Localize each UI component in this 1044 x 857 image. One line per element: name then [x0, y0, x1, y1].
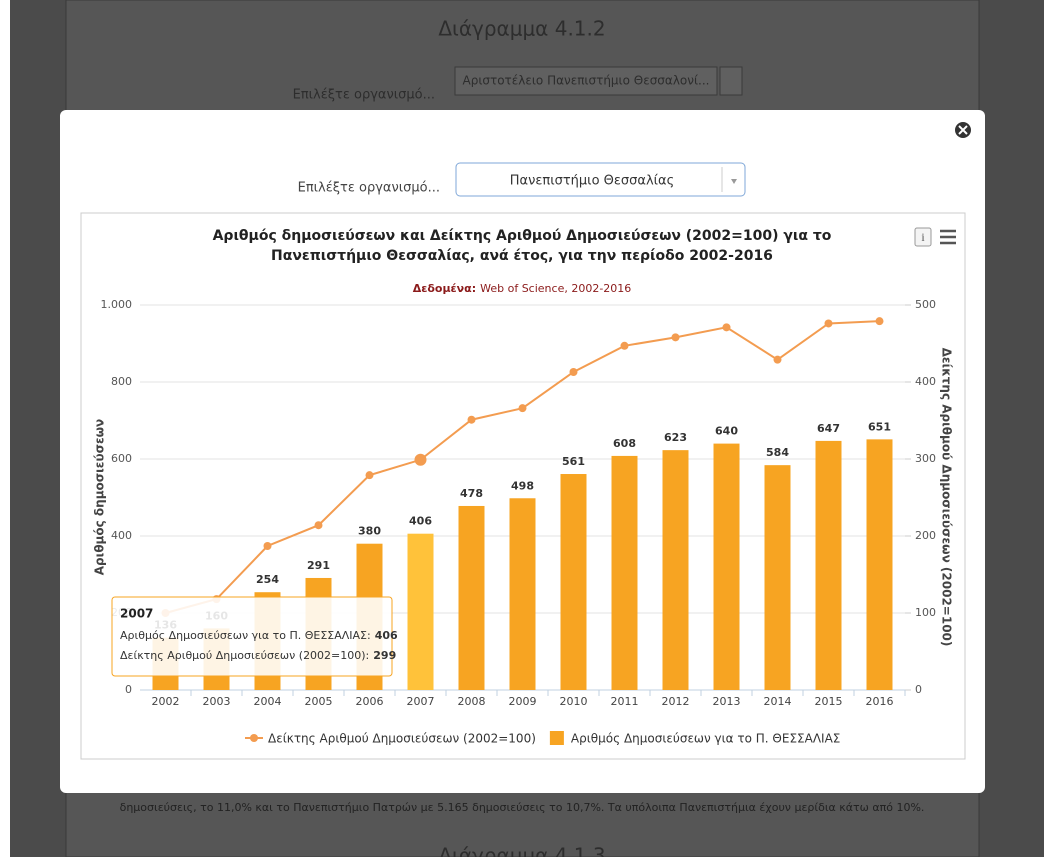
- line-marker: [518, 404, 527, 413]
- line-marker: [365, 471, 374, 480]
- x-tick-label: 2003: [203, 695, 231, 708]
- x-tick-label: 2011: [611, 695, 639, 708]
- y2-axis-title: Δείκτης Αριθμού Δημοσιεύσεων (2002=100): [940, 348, 954, 647]
- x-tick-label: 2002: [152, 695, 180, 708]
- line-marker: [773, 355, 782, 364]
- bar: [509, 498, 536, 690]
- tooltip-value: 299: [373, 649, 396, 662]
- modal-select-value: Πανεπιστήμιο Θεσσαλίας: [510, 174, 675, 189]
- data-label: 498: [511, 479, 534, 492]
- x-tick-label: 2009: [509, 695, 537, 708]
- line-marker: [467, 415, 476, 424]
- legend-symbol: [549, 731, 564, 745]
- chart-title: Αριθμός δημοσιεύσεων και Δείκτης Αριθμού…: [213, 228, 832, 244]
- x-tick-label: 2012: [662, 695, 690, 708]
- y-tick-label: 800: [111, 375, 132, 388]
- line-marker: [620, 341, 629, 350]
- subtitle-text: Web of Science, 2002-2016: [480, 282, 631, 295]
- tooltip-line: Δείκτης Αριθμού Δημοσιεύσεων (2002=100):…: [120, 649, 396, 662]
- x-tick-label: 2008: [458, 695, 486, 708]
- modal-select[interactable]: [455, 162, 746, 197]
- data-label: 380: [358, 525, 381, 538]
- x-tick-label: 2005: [305, 695, 333, 708]
- x-tick-label: 2015: [815, 695, 843, 708]
- bar: [764, 465, 791, 690]
- data-label: 254: [256, 573, 279, 586]
- x-tick-label: 2004: [254, 695, 282, 708]
- tooltip-line: Αριθμός Δημοσιεύσεων για το Π. ΘΕΣΣΑΛΙΑΣ…: [120, 629, 398, 642]
- chart-subtitle: Δεδομένα: Web of Science, 2002-2016: [413, 282, 632, 295]
- data-label: 561: [562, 455, 585, 468]
- select[interactable]: [454, 66, 718, 96]
- legend-label: Δείκτης Αριθμού Δημοσιεύσεων (2002=100): [268, 732, 536, 746]
- line-marker: [569, 367, 578, 376]
- line-marker: [263, 542, 272, 551]
- heading: Διάγραμμα 4.1.2: [438, 17, 605, 41]
- bar: [458, 505, 485, 690]
- line-marker: [875, 317, 884, 326]
- tooltip-label: Δείκτης Αριθμού Δημοσιεύσεων (2002=100):: [120, 649, 369, 662]
- bar: [713, 443, 740, 690]
- legend-symbol: [250, 734, 258, 742]
- select-arrow[interactable]: [719, 66, 743, 96]
- select-caret: [731, 179, 737, 184]
- y-tick-label: 600: [111, 452, 132, 465]
- bar: [662, 450, 689, 690]
- data-label: 406: [409, 515, 432, 528]
- data-label: 640: [715, 425, 738, 438]
- bar: [560, 474, 587, 690]
- y2-tick-label: 300: [915, 452, 936, 465]
- tooltip-label: Αριθμός Δημοσιεύσεων για το Π. ΘΕΣΣΑΛΙΑΣ…: [120, 629, 371, 642]
- x-tick-label: 2016: [866, 695, 894, 708]
- footer-text: δημοσιεύσεις, το 11,0% και το Πανεπιστήμ…: [120, 801, 925, 814]
- legend-label: Αριθμός Δημοσιεύσεων για το Π. ΘΕΣΣΑΛΙΑΣ: [571, 732, 840, 746]
- close-icon: [958, 125, 968, 135]
- y2-tick-label: 200: [915, 529, 936, 542]
- y2-tick-label: 100: [915, 606, 936, 619]
- chart: Αριθμός δημοσιεύσεων και Δείκτης Αριθμού…: [93, 228, 954, 746]
- bar: [407, 533, 434, 690]
- data-label: 623: [664, 431, 687, 444]
- next-heading: Διάγραμμα 4.1.3: [438, 844, 605, 857]
- chart-title: Πανεπιστήμιο Θεσσαλίας, ανά έτος, για τη…: [271, 248, 773, 264]
- data-label: 647: [817, 422, 840, 435]
- bar: [815, 440, 842, 690]
- x-tick-label: 2014: [764, 695, 792, 708]
- line-marker: [824, 319, 833, 328]
- x-tick-label: 2007: [407, 695, 435, 708]
- data-label: 584: [766, 446, 789, 459]
- bar: [611, 455, 638, 690]
- line-marker: [314, 521, 323, 530]
- tooltip: [111, 596, 393, 677]
- y-tick-label: 400: [111, 529, 132, 542]
- data-label: 608: [613, 437, 636, 450]
- select-label: Επιλέξτε οργανισμό...: [293, 88, 435, 103]
- tooltip-value: 406: [375, 629, 398, 642]
- y2-tick-label: 0: [915, 683, 922, 696]
- y2-tick-label: 400: [915, 375, 936, 388]
- y-tick-label: 1.000: [101, 298, 133, 311]
- info-button[interactable]: [914, 227, 932, 247]
- modal-select-label: Επιλέξτε οργανισμό...: [298, 181, 440, 196]
- x-tick-label: 2006: [356, 695, 384, 708]
- data-label: 651: [868, 420, 891, 433]
- x-tick-label: 2010: [560, 695, 588, 708]
- x-tick-label: 2013: [713, 695, 741, 708]
- bar: [866, 439, 893, 690]
- info-icon: i: [921, 230, 925, 244]
- menu-button[interactable]: [940, 229, 956, 245]
- y-tick-label: 0: [125, 683, 132, 696]
- y2-tick-label: 500: [915, 298, 936, 311]
- data-label: 291: [307, 559, 330, 572]
- line-marker: [671, 333, 680, 342]
- subtitle-label: Δεδομένα:: [413, 282, 476, 295]
- select-value: Αριστοτέλειο Πανεπιστήμιο Θεσσαλονί...: [463, 74, 710, 88]
- line-marker: [414, 453, 427, 466]
- data-label: 478: [460, 487, 483, 500]
- tooltip-title: 2007: [120, 607, 153, 621]
- y-axis-title: Αριθμός δημοσιεύσεων: [93, 419, 107, 575]
- line-marker: [722, 323, 731, 332]
